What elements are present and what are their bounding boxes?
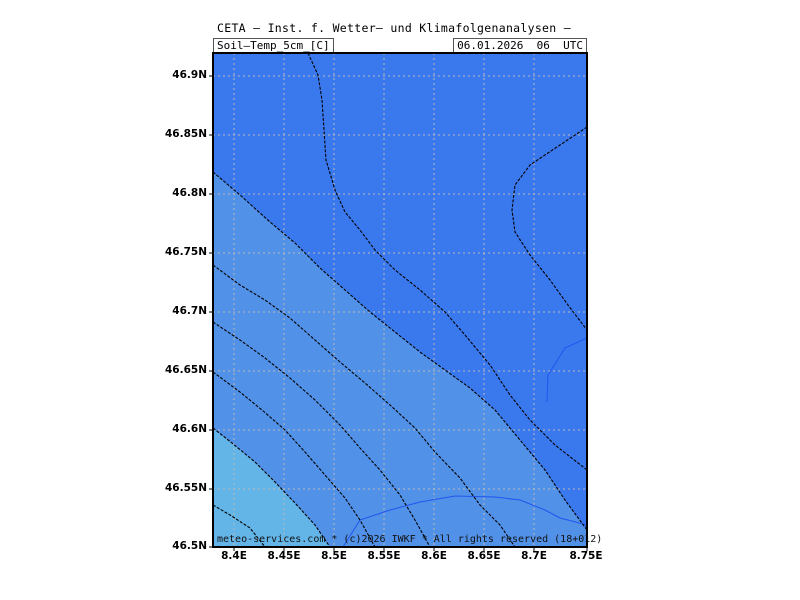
valid-time-label: 06.01.2026 06 UTC	[453, 38, 587, 53]
shade-light	[213, 428, 330, 547]
copyright-text: meteo-services.com * (c)2026 IWKF * All …	[217, 534, 603, 545]
map-title: CETA — Inst. f. Wetter— und Klimafolgena…	[217, 21, 571, 35]
contour-line	[213, 504, 266, 547]
lon-label: 8.7E	[521, 550, 547, 562]
lon-label: 8.5E	[321, 550, 347, 562]
contour-line	[511, 126, 587, 331]
lon-label: 8.45E	[267, 550, 301, 562]
lat-label: 46.85N	[165, 128, 207, 140]
lat-label: 46.65N	[165, 364, 207, 376]
lon-label: 8.6E	[421, 550, 447, 562]
lat-label: 46.6N	[172, 423, 207, 435]
contour-line	[213, 171, 587, 531]
lon-label: 8.55E	[367, 550, 401, 562]
lat-label: 46.55N	[165, 482, 207, 494]
grid-lines	[213, 53, 587, 547]
lon-label: 8.75E	[569, 550, 603, 562]
contour-line	[213, 321, 431, 547]
contour-line	[213, 371, 376, 547]
lat-label: 46.8N	[172, 187, 207, 199]
contour-line	[307, 53, 587, 471]
lon-label: 8.4E	[221, 550, 247, 562]
map-frame	[212, 52, 588, 548]
lat-label: 46.75N	[165, 246, 207, 258]
contour-lines	[213, 53, 587, 547]
lon-label: 8.65E	[467, 550, 501, 562]
lat-label: 46.5N	[172, 540, 207, 552]
coastline	[342, 337, 587, 547]
lat-label: 46.9N	[172, 69, 207, 81]
contour-line	[213, 427, 331, 547]
contour-line	[213, 264, 516, 547]
lat-label: 46.7N	[172, 305, 207, 317]
subtitle-bar: Soil—Temp_5cm_[C] 06.01.2026 06 UTC	[213, 38, 587, 53]
axis-ticks	[209, 75, 588, 551]
